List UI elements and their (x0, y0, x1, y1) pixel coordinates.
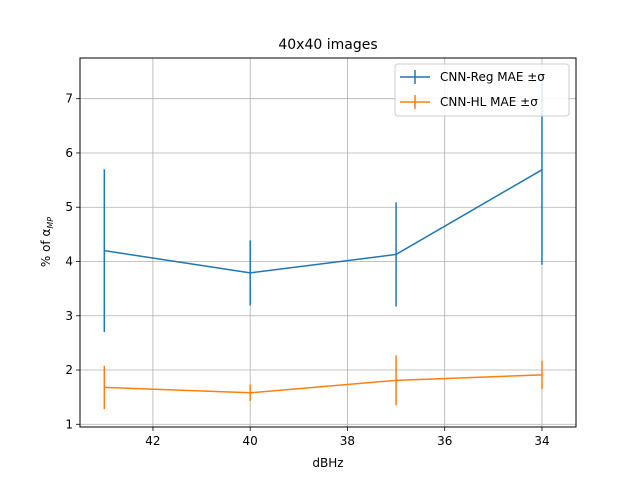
y-axis: 1 2 3 4 5 6 7 (65, 92, 80, 431)
series-1 (103, 74, 543, 333)
y-tick-label: 4 (65, 254, 73, 268)
x-tick-label: 40 (243, 434, 258, 448)
chart-title: 40x40 images (278, 37, 377, 53)
y-axis-label: % of αMP (39, 217, 55, 267)
x-tick-label: 34 (534, 434, 549, 448)
legend-item: CNN-HL MAE ±σ (400, 95, 538, 109)
y-tick-label: 3 (65, 309, 73, 323)
legend: CNN-Reg MAE ±σ CNN-HL MAE ±σ (394, 63, 570, 117)
y-tick-label: 6 (65, 146, 73, 160)
y-tick-label: 5 (65, 200, 73, 214)
legend-box (394, 63, 570, 117)
x-tick-label: 42 (145, 434, 160, 448)
x-axis: 42 40 38 36 34 (145, 427, 550, 448)
series-line (104, 169, 543, 274)
x-tick-label: 38 (340, 434, 355, 448)
legend-label: CNN-Reg MAE ±σ (440, 70, 545, 84)
y-axis-label-subscript: MP (46, 217, 55, 229)
x-axis-label: dBHz (312, 456, 343, 470)
legend-item: CNN-Reg MAE ±σ (400, 70, 545, 84)
y-tick-label: 2 (65, 363, 73, 377)
series-2 (103, 355, 543, 410)
legend-label: CNN-HL MAE ±σ (440, 95, 538, 109)
series-line (104, 374, 542, 394)
y-tick-label: 7 (65, 92, 73, 106)
series-layer (103, 74, 543, 410)
x-tick-label: 36 (437, 434, 452, 448)
y-tick-label: 1 (65, 417, 73, 431)
plot-frame (79, 57, 577, 428)
y-axis-label-main: % of α (39, 229, 53, 268)
